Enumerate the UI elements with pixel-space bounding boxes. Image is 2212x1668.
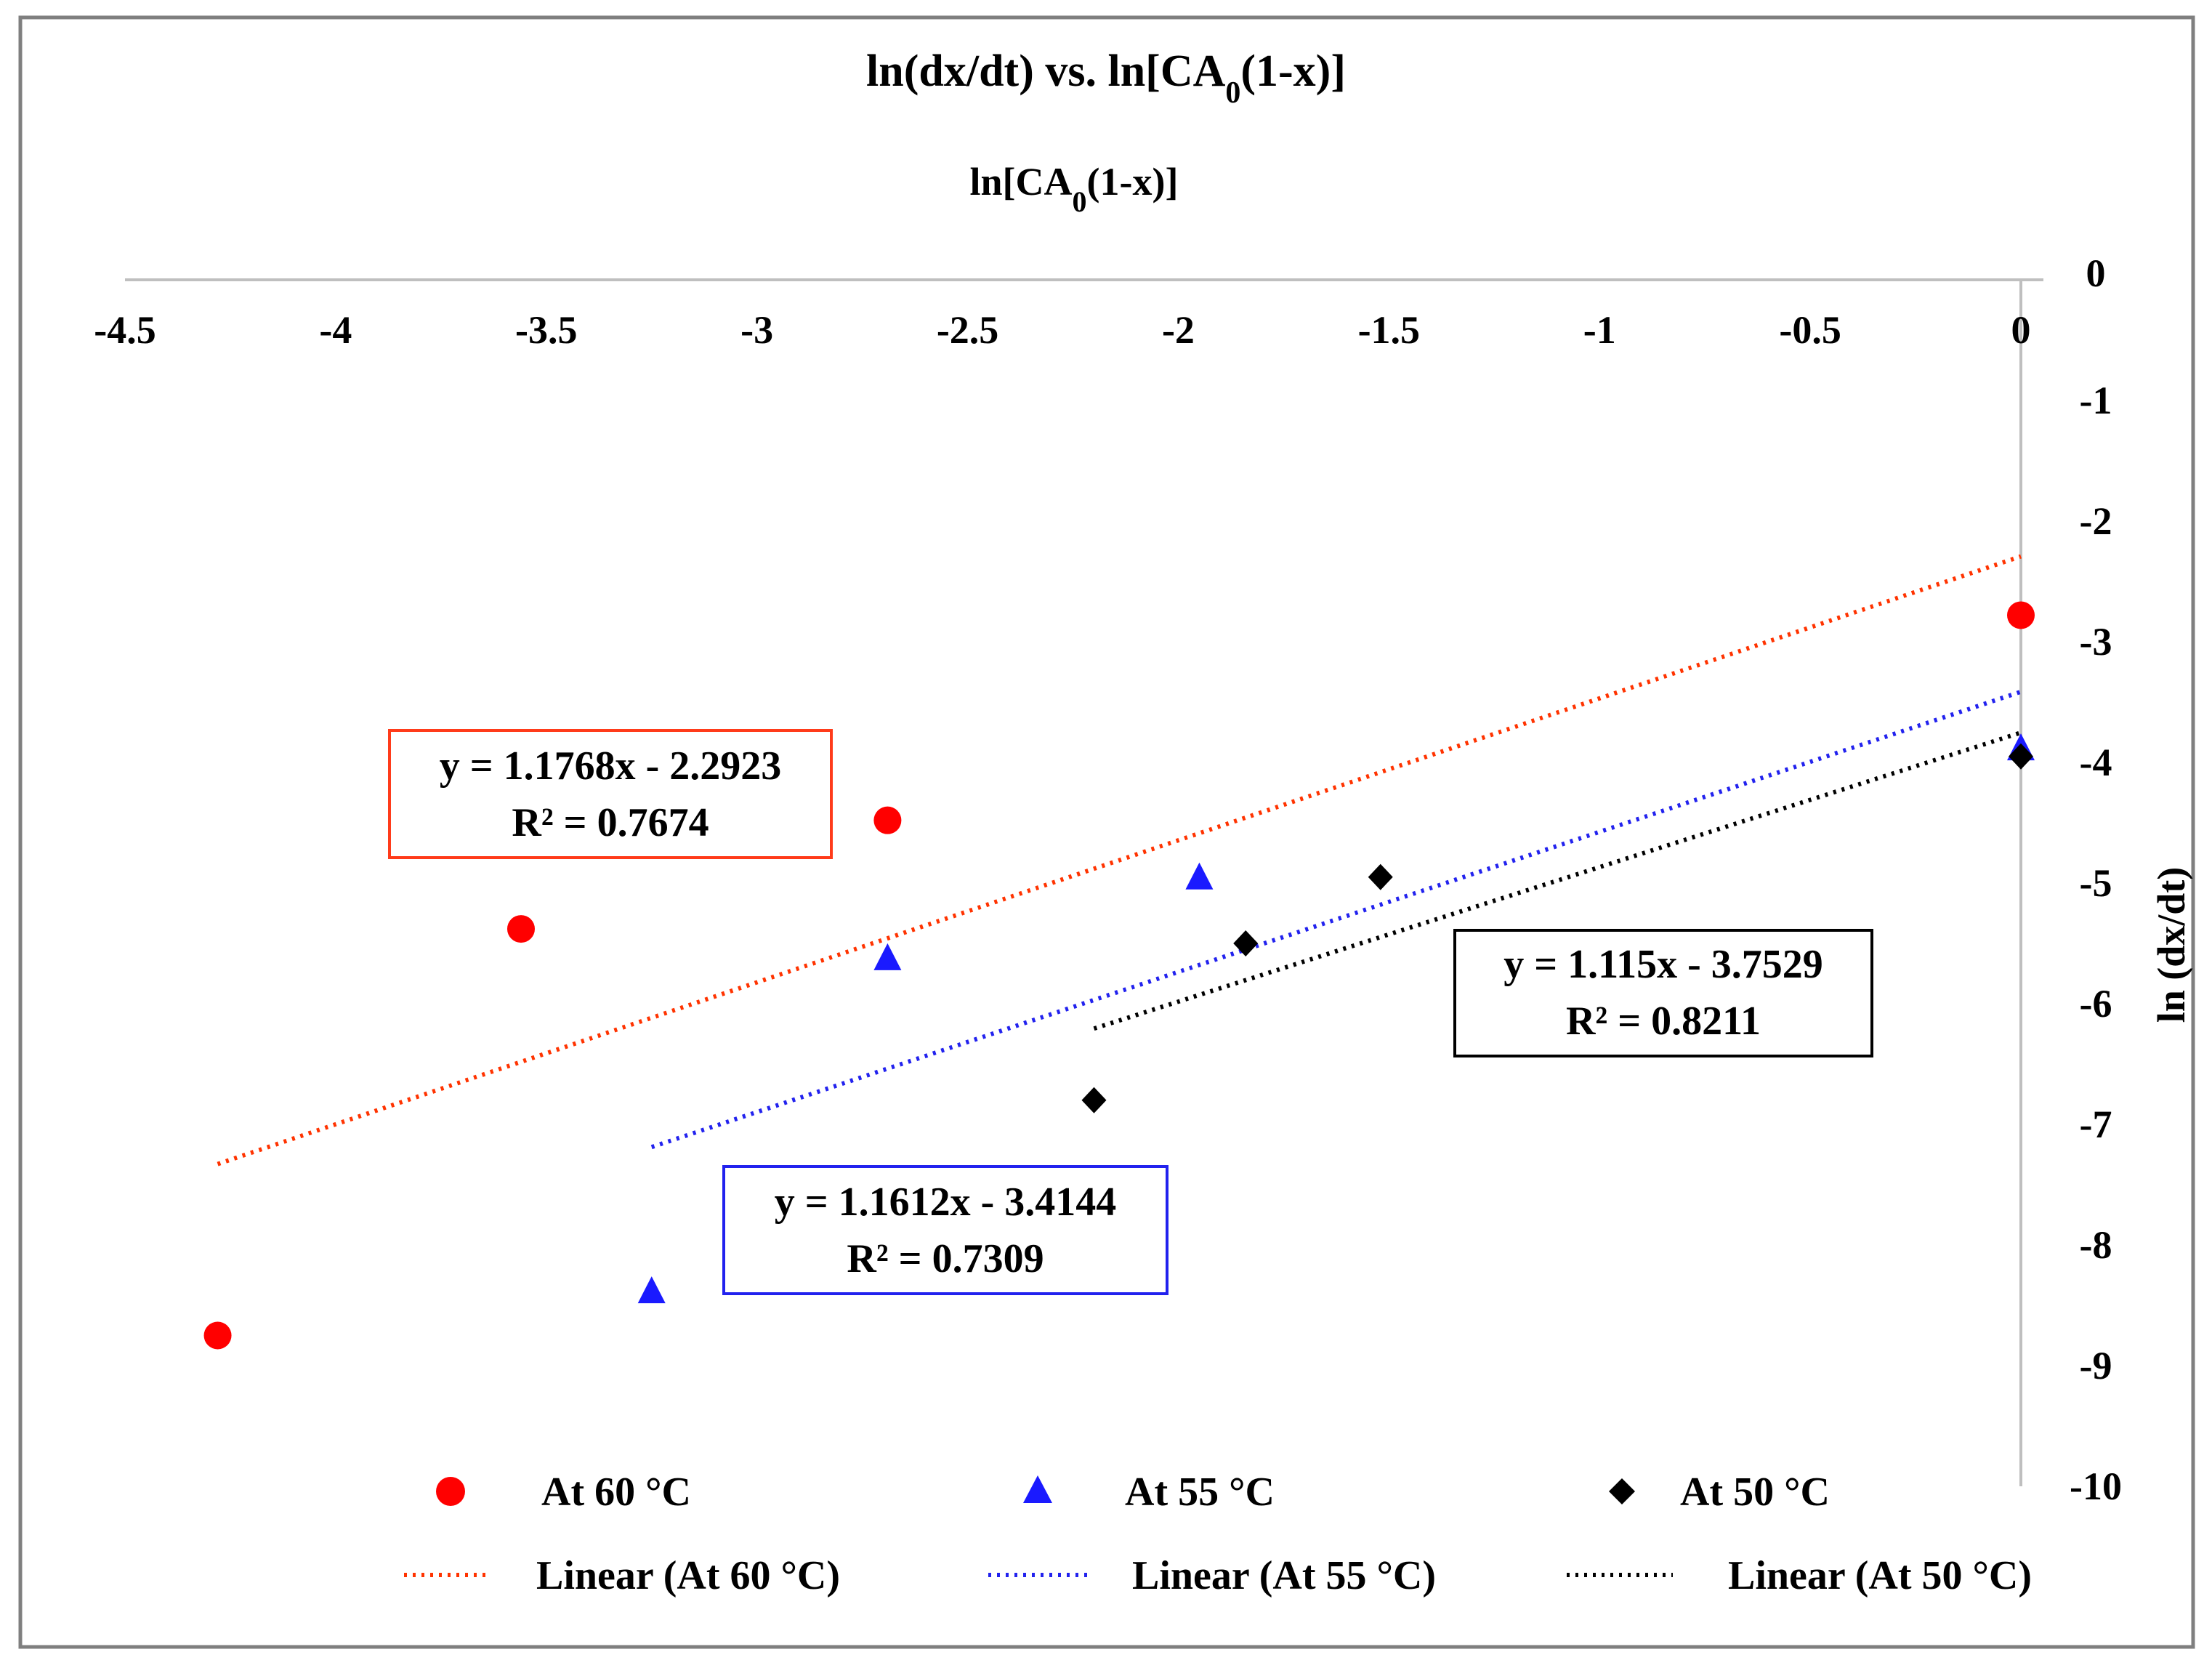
y-tick-labels: 0 -1 -2 -3 -4 -5 -6 -7 -8 -9 -10 (2070, 251, 2122, 1508)
y-tick-label: -4 (2080, 741, 2112, 784)
chart-title-subscript: 0 (1225, 76, 1240, 110)
r2-50-text: R² = 0.8211 (1566, 999, 1761, 1044)
x-tick-label: -1 (1583, 308, 1616, 352)
x-tick-label: -1.5 (1358, 308, 1420, 352)
y-axis-title: ln (dx/dt) (2150, 867, 2193, 1023)
legend-label-50: At 50 °C (1680, 1470, 1830, 1515)
data-point-circle (203, 1321, 232, 1350)
y-tick-label: -10 (2070, 1464, 2122, 1508)
legend-marker-55 (1023, 1475, 1052, 1503)
equation-box-50-frame (1453, 929, 1873, 1057)
x-axis-title-subscript: 0 (1073, 185, 1087, 218)
y-tick-label: -1 (2080, 379, 2112, 422)
equation-box-55-frame (722, 1165, 1168, 1295)
data-point-diamond (1368, 863, 1393, 890)
chart-title: ln(dx/dt) vs. ln[CA0(1-x)] (866, 47, 1346, 110)
equation-box-60-frame (388, 729, 833, 859)
equation-60-text: y = 1.1768x - 2.2923 (440, 744, 782, 789)
x-axis-title: ln[CA0(1-x)] (970, 160, 1179, 218)
x-tick-label: -0.5 (1779, 308, 1841, 352)
x-tick-label: -3.5 (515, 308, 577, 352)
x-tick-label: 0 (2011, 308, 2031, 352)
x-tick-label: -4.5 (94, 308, 156, 352)
data-point-diamond (2009, 743, 2033, 770)
equation-50-text: y = 1.115x - 3.7529 (1503, 942, 1823, 987)
x-tick-label: -4 (319, 308, 352, 352)
legend-marker-60 (436, 1477, 465, 1506)
data-point-triangle (1185, 862, 1214, 890)
legend-label-60: At 60 °C (541, 1470, 691, 1515)
data-point-diamond (1233, 930, 1259, 956)
chart-border (18, 15, 2195, 1649)
equation-55-text: y = 1.1612x - 3.4144 (775, 1180, 1117, 1225)
legend-marker-50 (1609, 1478, 1635, 1504)
data-point-triangle (637, 1276, 666, 1304)
legend-trendline-label-55: Linear (At 55 °C) (1132, 1553, 1436, 1598)
equation-box-50: y = 1.115x - 3.7529 R² = 0.8211 (1453, 929, 1873, 1057)
data-point-circle (2007, 601, 2035, 629)
data-point-circle (873, 806, 902, 834)
equation-box-60: y = 1.1768x - 2.2923 R² = 0.7674 (388, 729, 833, 859)
data-point-diamond (1081, 1087, 1107, 1113)
y-tick-label: -7 (2080, 1103, 2112, 1146)
equation-box-55: y = 1.1612x - 3.4144 R² = 0.7309 (722, 1165, 1168, 1295)
data-points (203, 601, 2035, 1350)
y-tick-label: -8 (2080, 1223, 2112, 1267)
trendline-1 (217, 554, 2022, 1167)
data-point-circle (506, 915, 535, 943)
legend: At 60 °C At 55 °C At 50 °C Linear (At 60… (404, 1470, 2032, 1598)
x-tick-labels: -4.5 -4 -3.5 -3 -2.5 -2 -1.5 -1 -0.5 0 (94, 308, 2030, 352)
x-tick-label: -3 (740, 308, 773, 352)
legend-trendline-label-50: Linear (At 50 °C) (1728, 1553, 2032, 1598)
legend-label-55: At 55 °C (1125, 1470, 1275, 1515)
trendlines (217, 554, 2022, 1167)
x-tick-label: -2 (1162, 308, 1195, 352)
y-tick-label: -6 (2080, 982, 2112, 1026)
legend-trendline-label-60: Linear (At 60 °C) (536, 1553, 840, 1598)
y-tick-label: 0 (2086, 251, 2106, 295)
x-tick-label: -2.5 (937, 308, 998, 352)
y-tick-label: -9 (2080, 1344, 2112, 1387)
data-point-triangle (873, 943, 902, 970)
y-tick-label: -5 (2080, 861, 2112, 905)
y-tick-label: -2 (2080, 499, 2112, 543)
r2-55-text: R² = 0.7309 (847, 1236, 1044, 1281)
y-tick-label: -3 (2080, 620, 2112, 664)
r2-60-text: R² = 0.7674 (512, 800, 709, 845)
